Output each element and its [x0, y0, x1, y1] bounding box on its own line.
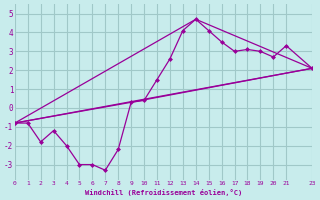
- X-axis label: Windchill (Refroidissement éolien,°C): Windchill (Refroidissement éolien,°C): [85, 189, 242, 196]
